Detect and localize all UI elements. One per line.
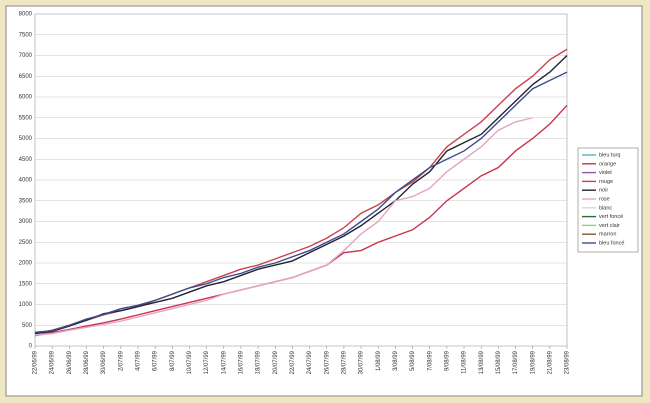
x-tick-label: 13/08/99 [479,350,485,374]
legend-label: bleu foncé [599,240,624,246]
y-tick-label: 1000 [19,302,33,308]
x-tick-label: 16/07/99 [239,350,245,374]
x-tick-label: 6/07/99 [153,350,159,371]
x-tick-label: 30/06/99 [101,350,107,374]
legend-label: vert foncé [599,214,623,220]
x-tick-label: 1/08/99 [376,350,382,371]
y-tick-label: 4000 [19,178,33,184]
legend-label: blanc [599,205,612,211]
y-tick-label: 6500 [19,74,33,80]
x-tick-label: 17/08/99 [513,350,519,374]
y-tick-label: 6000 [19,95,33,101]
x-tick-label: 20/07/99 [273,350,279,374]
x-tick-label: 4/07/99 [136,350,142,371]
y-tick-label: 8000 [19,12,33,18]
x-tick-label: 26/06/99 [67,350,73,374]
x-tick-label: 28/07/99 [341,350,347,374]
x-tick-label: 5/08/99 [410,350,416,371]
x-tick-label: 19/08/99 [530,350,536,374]
legend-label: rose [599,196,610,202]
x-tick-label: 8/07/99 [170,350,176,371]
x-tick-label: 26/07/99 [324,350,330,374]
y-tick-label: 3500 [19,198,33,204]
series-line [34,117,533,336]
x-tick-label: 9/08/99 [444,350,450,371]
y-tick-label: 2500 [19,240,33,246]
x-tick-label: 22/06/99 [33,350,39,374]
y-tick-label: 0 [29,344,33,350]
y-tick-label: 7000 [19,53,33,59]
series-line [34,71,568,334]
x-tick-label: 24/07/99 [307,350,313,374]
x-tick-label: 2/07/99 [118,350,124,371]
y-tick-label: 4500 [19,157,33,163]
legend-label: bleu turq [599,152,620,158]
y-tick-label: 7500 [19,32,33,38]
x-tick-label: 15/08/99 [496,350,502,374]
x-tick-label: 14/07/99 [221,350,227,374]
x-tick-label: 10/07/99 [187,350,193,374]
y-tick-label: 1500 [19,281,33,287]
x-tick-label: 30/07/99 [359,350,365,374]
legend-label: violet [599,170,612,176]
legend-label: vert clair [599,223,620,229]
y-tick-label: 500 [22,323,33,329]
y-tick-label: 3000 [19,219,33,225]
x-tick-label: 7/08/99 [427,350,433,371]
x-tick-label: 23/08/99 [565,350,571,374]
x-tick-label: 12/07/99 [204,350,210,374]
legend-label: marron [599,232,616,238]
y-tick-label: 5500 [19,115,33,121]
x-tick-label: 18/07/99 [256,350,262,374]
series-line [34,54,568,335]
x-tick-label: 28/06/99 [84,350,90,374]
legend-label: noir [599,188,608,194]
x-tick-label: 24/06/99 [50,350,56,374]
legend-label: orange [599,161,616,167]
x-tick-label: 11/08/99 [462,350,468,374]
legend-label: rouge [599,179,613,185]
y-tick-label: 2000 [19,261,33,267]
x-tick-label: 21/08/99 [547,350,553,374]
x-tick-label: 22/07/99 [290,350,296,374]
y-tick-label: 5000 [19,136,33,142]
x-tick-label: 3/08/99 [393,350,399,371]
